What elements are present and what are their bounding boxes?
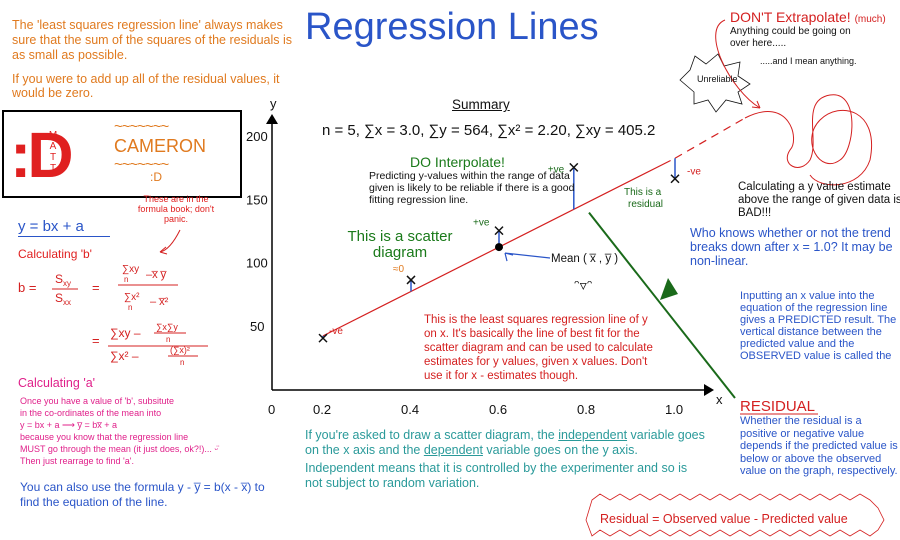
residual-sign-label: ≈0 [393, 264, 404, 275]
mean-arrow [504, 252, 551, 259]
y-tick-label: 200 [246, 129, 268, 144]
logo-box [2, 110, 242, 198]
logo-face: :D [150, 170, 162, 184]
residual-sign-label: -ve [329, 326, 343, 337]
summary-title: Summary [452, 97, 510, 112]
independent-explanation: Independent means that it is controlled … [305, 461, 688, 490]
unreliable-starburst [679, 53, 751, 113]
x-tick-label: 0.6 [489, 402, 507, 417]
x-axis-arrow [704, 384, 714, 396]
intro-text-2: If you were to add up all of the residua… [12, 72, 280, 100]
residual-sign-label: -ve [687, 167, 701, 178]
interpolate-text: Predicting y-values within the range of … [369, 170, 575, 206]
chart-annotations: Mean ( x̅ , y̅ ) ᵔ▿ᵔ This is a residual [504, 19, 885, 537]
chart-ticks: 0 0.2 0.4 0.6 0.8 1.0 50 100 150 200 [246, 129, 683, 417]
scatter-diagram-label: This is a scatter diagram [347, 228, 453, 261]
extrapolate-arrow-head [751, 100, 761, 109]
data-point [406, 275, 416, 285]
data-point [318, 333, 328, 343]
alt-formula-text: You can also use the formula y - y̅ = b(… [20, 480, 265, 509]
calc-a-label: Calculating 'a' [18, 376, 96, 390]
x-tick-label: 0.2 [313, 402, 331, 417]
calc-a-line: because you know that the regression lin… [20, 432, 189, 442]
x-tick-label: 0.8 [577, 402, 595, 417]
mean-label: Mean ( x̅ , y̅ ) [551, 253, 618, 265]
extrapolate-text-2: .....and I mean anything. [760, 56, 857, 66]
dont-extrapolate-title: DON'T Extrapolate! (much) [730, 9, 886, 25]
calc-b-label: Calculating 'b' [18, 247, 92, 261]
smiley-icon: ᵔ▿ᵔ [574, 278, 593, 294]
page-title: Regression Lines [305, 6, 599, 48]
residual-sign-label: +ve [548, 164, 565, 175]
calc-y-warning: Calculating a y value estimate above the… [738, 181, 900, 219]
mean-arrow-head [504, 252, 514, 262]
summary-stats: n = 5, ∑x = 3.0, ∑y = 564, ∑x² = 2.20, ∑… [322, 122, 656, 139]
y-tick-label: 150 [246, 192, 268, 207]
x-tick-label: 0.4 [401, 402, 419, 417]
calc-a-line: Then just rearrage to find 'a'. [20, 456, 134, 466]
calc-a-line: MUST go through the mean (it just does, … [20, 444, 218, 454]
logo-tilde-top: ~~~~~~~ [114, 118, 169, 135]
y-tick-label: 50 [250, 319, 264, 334]
chart-axes: yx [266, 96, 723, 407]
y-axis-label: y [270, 96, 277, 111]
extrapolation-dashed-line [674, 117, 746, 159]
much-note: (much) [854, 14, 886, 25]
extrapolate-arrow [715, 19, 761, 109]
data-points [318, 162, 680, 343]
logo-letters: :D [10, 119, 74, 191]
lsrl-explanation: This is the least squares regression lin… [424, 314, 653, 382]
x-tick-label: 0 [268, 402, 275, 417]
data-point [670, 174, 680, 184]
mean-point [495, 243, 503, 252]
residual-sign-explanation: Whether the residual is a positive or ne… [740, 415, 898, 477]
arrow-right-icon: ⟶ [62, 420, 75, 430]
unreliable-label: Unreliable [697, 74, 738, 84]
regression-equation: y = bx + a [18, 218, 84, 235]
logo-tilde-bottom: ~~~~~~~ [114, 156, 169, 173]
calc-a-text: Once you have a value of 'b', subsitute … [20, 395, 260, 467]
calc-a-line: Once you have a value of 'b', subsitute [20, 396, 175, 406]
calc-a-eq2: y̅ = bx̅ + a [77, 420, 117, 430]
independent-word: independent [558, 428, 628, 442]
unknown-trend-squiggle [744, 94, 873, 186]
calc-a-line: in the co-ordinates of the mean into [20, 408, 162, 418]
residual-equation-frame [585, 493, 885, 537]
calc-a-eq1: y = bx + a [20, 420, 60, 430]
logo-vertical-name: MATT [48, 130, 58, 174]
data-point [569, 162, 579, 172]
x-axis-label: x [716, 392, 723, 407]
data-point [494, 226, 504, 236]
interpolate-title: DO Interpolate! [410, 154, 505, 170]
residual-word: RESIDUAL [740, 398, 816, 415]
logo-name: CAMERON [114, 136, 207, 156]
smiley-icon: ᵕ̈ [214, 444, 218, 454]
formula-note: These are in the formula book; don't pan… [137, 194, 215, 224]
y-tick-label: 100 [246, 256, 268, 271]
dependent-word: dependent [423, 443, 483, 457]
equation-underline [18, 236, 110, 237]
residual-arrow-head [660, 278, 678, 300]
residual-equation: Residual = Observed value - Predicted va… [600, 512, 848, 526]
residual-callout-arrow [588, 212, 736, 399]
scatter-instructions: If you're asked to draw a scatter diagra… [305, 428, 705, 490]
extrapolate-text: Anything could be going on over here....… [730, 26, 851, 49]
residual-sign-label: +ve [473, 218, 490, 229]
predicted-explanation: Inputting an x value into the equation o… [740, 290, 897, 362]
y-axis-arrow [266, 114, 278, 124]
x-tick-label: 1.0 [665, 402, 683, 417]
trend-text: Who knows whether or not the trend break… [690, 226, 893, 268]
residual-callout-label: This is a residual [624, 187, 663, 210]
calc-a-line: y = bx + a ⟶ y̅ = bx̅ + a [20, 419, 260, 431]
intro-text: The 'least squares regression line' alwa… [12, 18, 293, 62]
